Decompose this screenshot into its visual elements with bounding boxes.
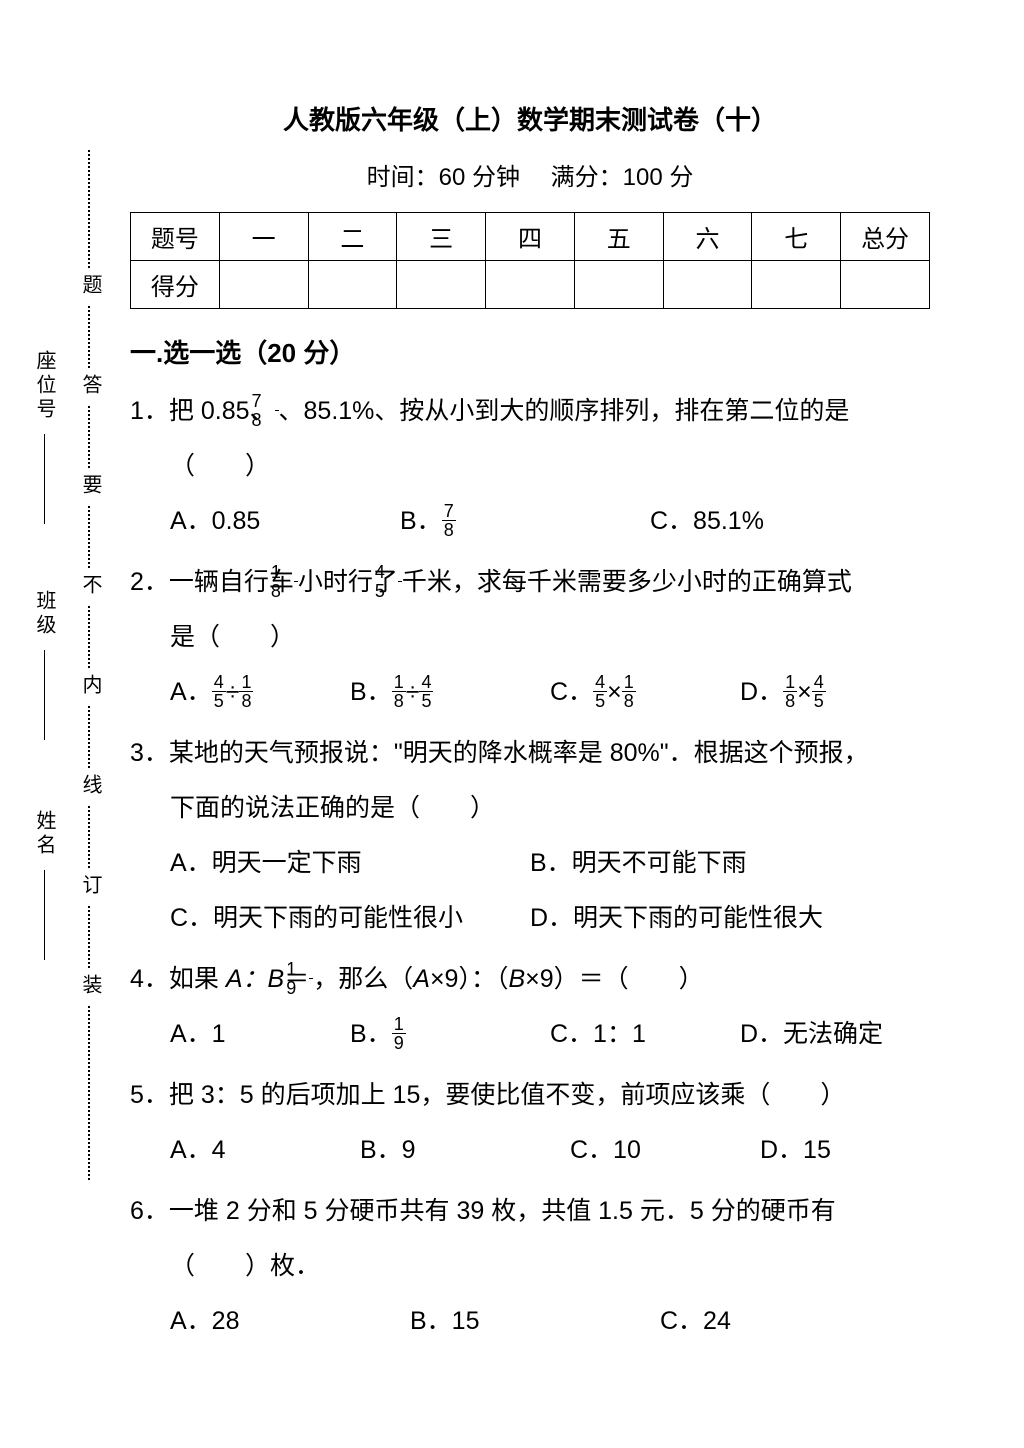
q6-opt-a: A．28 xyxy=(170,1294,410,1349)
q5-opt-b: B．9 xyxy=(360,1123,570,1178)
margin-fill-name: 姓名 xyxy=(30,810,58,966)
q1-opt-b: B．78 xyxy=(400,494,650,549)
th: 题号 xyxy=(131,213,220,261)
question-3: 3．某地的天气预报说："明天的降水概率是 80%"．根据这个预报， 下面的说法正… xyxy=(130,726,930,946)
q3-opt-c: C．明天下雨的可能性很小 xyxy=(170,891,530,946)
q3-opt-b: B．明天不可能下雨 xyxy=(530,836,747,891)
question-5: 5．把 3：5 的后项加上 15，要使比值不变，前项应该乘（ ） A．4 B．9… xyxy=(130,1068,930,1178)
q6-line1: 6．一堆 2 分和 5 分硬币共有 39 枚，共值 1.5 元．5 分的硬币有 xyxy=(130,1184,930,1239)
score-cell xyxy=(752,261,841,309)
exam-subtitle: 时间：60 分钟 满分：100 分 xyxy=(130,157,930,192)
q5-opt-c: C．10 xyxy=(570,1123,760,1178)
question-2: 2．一辆自行车18小时行了45千米，求每千米需要多少小时的正确算式 是（ ） A… xyxy=(130,555,930,720)
q4-opt-a: A．1 xyxy=(170,1007,350,1062)
q3-opt-a: A．明天一定下雨 xyxy=(170,836,530,891)
q4-opt-b: B．19 xyxy=(350,1007,550,1062)
q2-opt-b: B．18÷45 xyxy=(350,665,550,720)
fill-label: 姓名 xyxy=(30,810,59,858)
q5-opt-a: A．4 xyxy=(170,1123,360,1178)
section-1-title: 一.选一选（20 分） xyxy=(130,333,930,370)
table-row: 题号 一 二 三 四 五 六 七 总分 xyxy=(131,213,930,261)
q2-line2: 是（ ） xyxy=(130,610,930,665)
th: 总分 xyxy=(841,213,930,261)
margin-char: 题 xyxy=(76,270,105,304)
q4-opt-c: C．1：1 xyxy=(550,1007,740,1062)
score-cell xyxy=(486,261,575,309)
q2-opt-d: D．18×45 xyxy=(740,665,826,720)
q1-opt-c: C．85.1% xyxy=(650,494,764,549)
binding-margin: 装 订 线 内 不 要 答 题 姓名 班级 座位号 xyxy=(20,150,110,1180)
q1-paren: （ ） xyxy=(130,439,930,494)
th: 七 xyxy=(752,213,841,261)
q5-opt-d: D．15 xyxy=(760,1123,831,1178)
fill-line xyxy=(44,650,45,740)
fill-label: 座位号 xyxy=(30,350,59,422)
dotted-fold-line xyxy=(88,150,90,1180)
q6-opt-b: B．15 xyxy=(410,1294,660,1349)
fraction: 78 xyxy=(275,392,279,429)
exam-title: 人教版六年级（上）数学期末测试卷（十） xyxy=(130,100,930,137)
question-4: 4．如果 A：B＝19，那么（A×9）：（B×9）＝（ ） A．1 B．19 C… xyxy=(130,952,930,1062)
th: 二 xyxy=(308,213,397,261)
th: 五 xyxy=(574,213,663,261)
margin-char: 内 xyxy=(76,670,105,704)
q3-line2: 下面的说法正确的是（ ） xyxy=(130,781,930,836)
row-label: 得分 xyxy=(131,261,220,309)
page-content: 人教版六年级（上）数学期末测试卷（十） 时间：60 分钟 满分：100 分 题号… xyxy=(130,100,930,1355)
question-1: 1．把 0.85、78、85.1%、按从小到大的顺序排列，排在第二位的是 （ ）… xyxy=(130,384,930,549)
q3-line1: 3．某地的天气预报说："明天的降水概率是 80%"．根据这个预报， xyxy=(130,726,930,781)
score-cell xyxy=(397,261,486,309)
th: 四 xyxy=(486,213,575,261)
fill-label: 班级 xyxy=(30,590,59,638)
th: 三 xyxy=(397,213,486,261)
q5-text: 5．把 3：5 的后项加上 15，要使比值不变，前项应该乘（ ） xyxy=(130,1068,930,1123)
fill-line xyxy=(44,434,45,524)
score-cell xyxy=(574,261,663,309)
score-cell xyxy=(219,261,308,309)
q2-opt-c: C．45×18 xyxy=(550,665,740,720)
question-6: 6．一堆 2 分和 5 分硬币共有 39 枚，共值 1.5 元．5 分的硬币有 … xyxy=(130,1184,930,1349)
margin-fill-class: 班级 xyxy=(30,590,58,746)
margin-char: 答 xyxy=(76,370,105,404)
q1-text: 、85.1%、按从小到大的顺序排列，排在第二位的是 xyxy=(279,397,850,425)
q6-opt-c: C．24 xyxy=(660,1294,731,1349)
margin-char: 订 xyxy=(76,870,105,904)
table-row: 得分 xyxy=(131,261,930,309)
score-cell xyxy=(841,261,930,309)
q1-opt-a: A．0.85 xyxy=(170,494,400,549)
margin-char: 要 xyxy=(76,470,105,504)
fill-line xyxy=(44,870,45,960)
margin-char: 装 xyxy=(76,970,105,1004)
q2-opt-a: A．45÷18 xyxy=(170,665,350,720)
th: 一 xyxy=(219,213,308,261)
margin-char: 线 xyxy=(76,770,105,804)
q4-opt-d: D．无法确定 xyxy=(740,1007,883,1062)
score-cell xyxy=(663,261,752,309)
q3-opt-d: D．明天下雨的可能性很大 xyxy=(530,891,823,946)
th: 六 xyxy=(663,213,752,261)
score-cell xyxy=(308,261,397,309)
score-table: 题号 一 二 三 四 五 六 七 总分 得分 xyxy=(130,212,930,309)
margin-char: 不 xyxy=(76,570,105,604)
margin-fill-seat: 座位号 xyxy=(30,350,58,530)
q6-line2: （ ）枚． xyxy=(130,1239,930,1294)
